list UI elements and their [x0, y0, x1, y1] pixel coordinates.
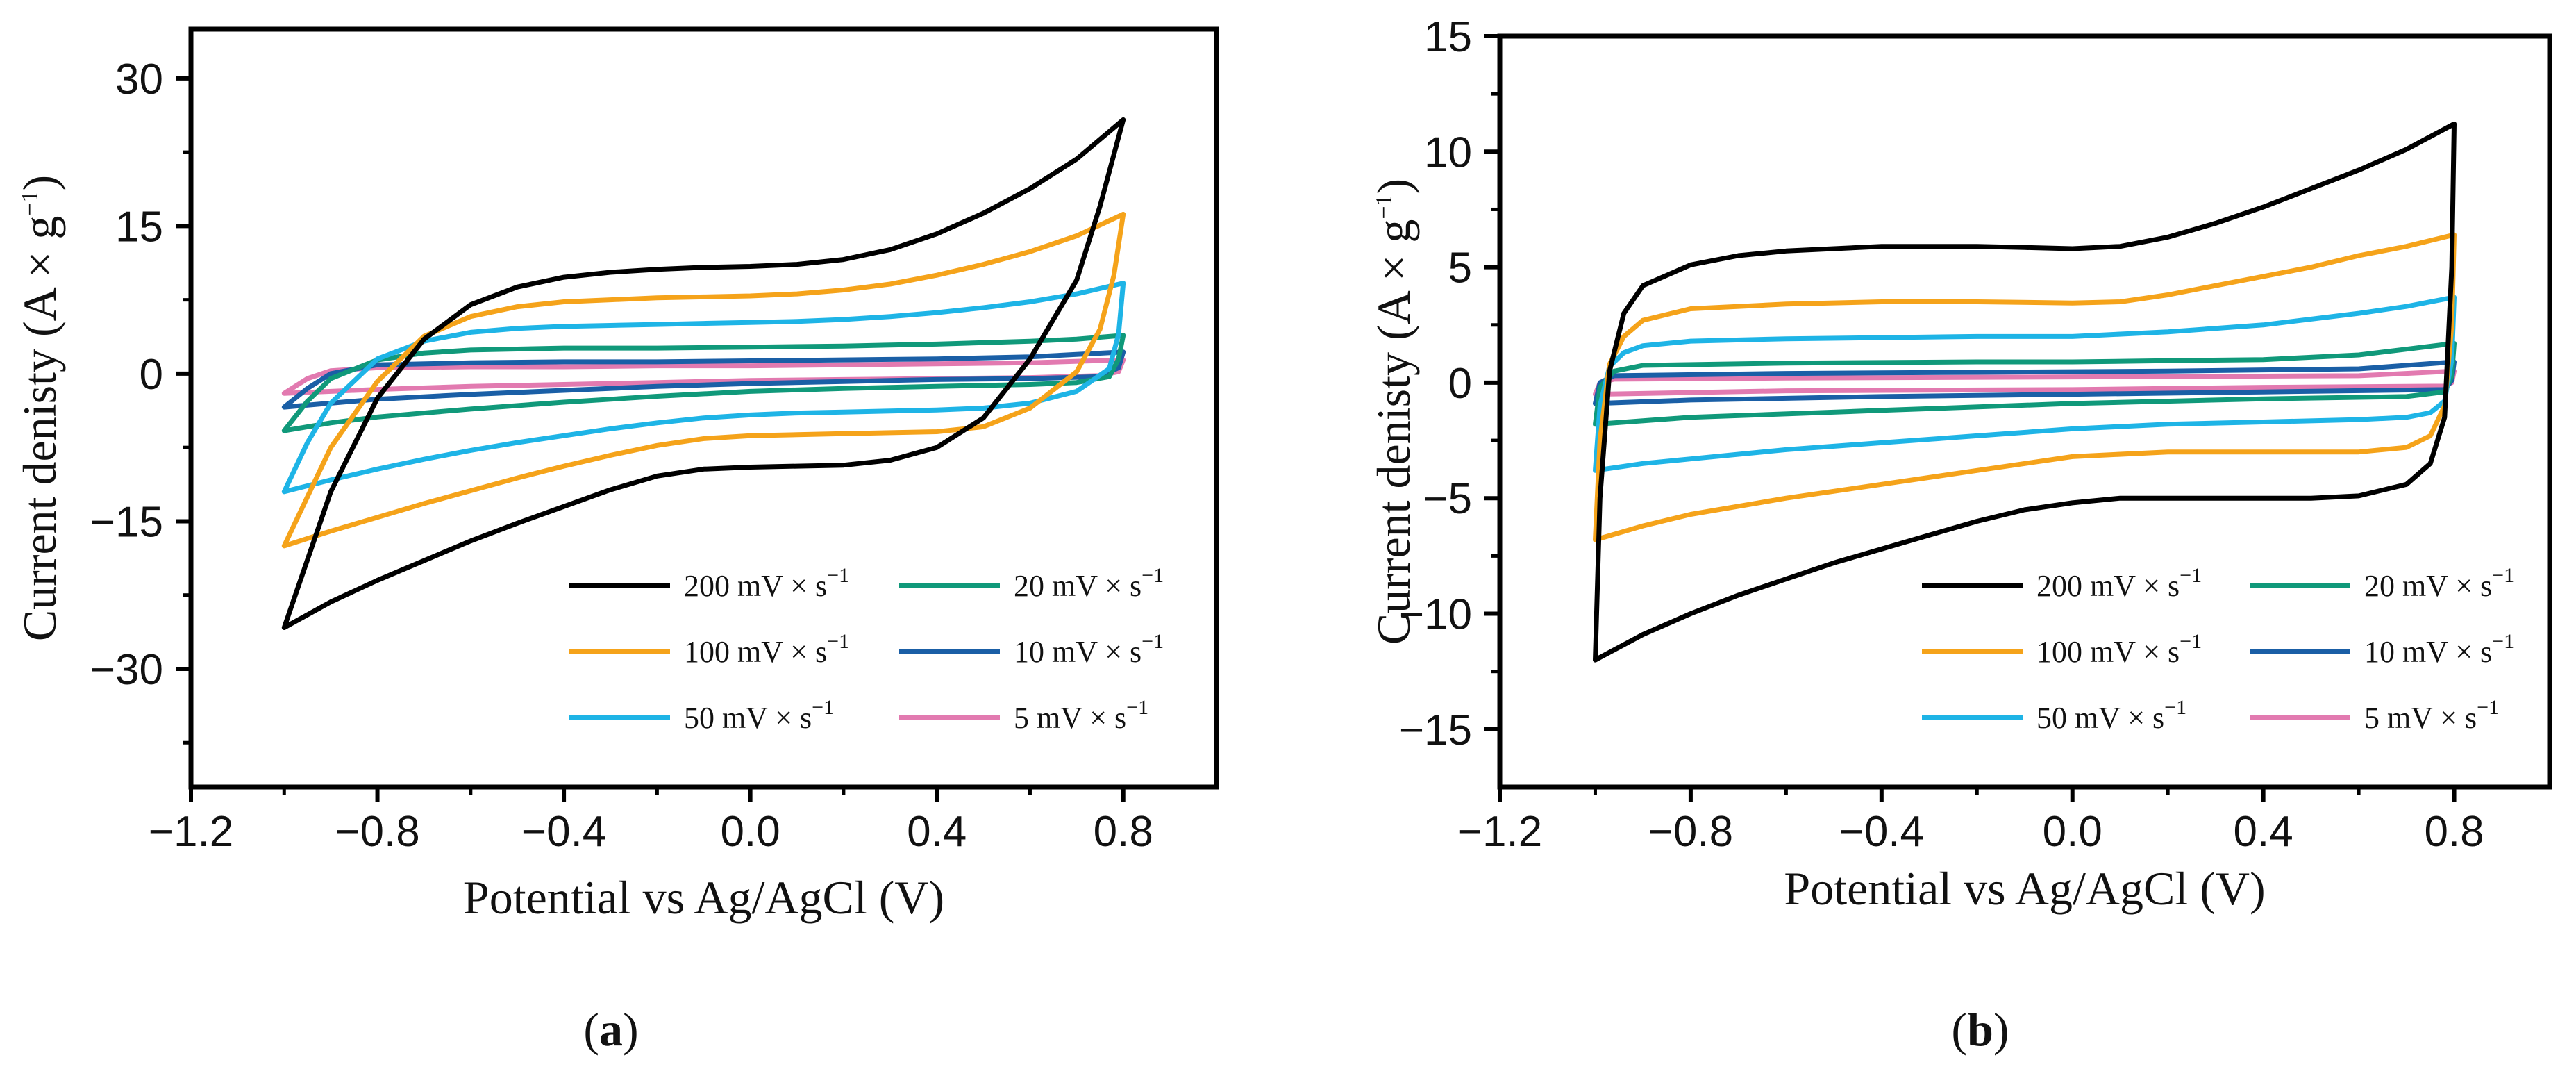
y-tick-label-a-1: 15	[115, 203, 163, 251]
x-tick-label-b-4: 0.4	[2234, 808, 2293, 856]
legend-label-b-3: 20 mV × s−1	[2364, 564, 2514, 603]
y-tick-label-b-6: −15	[1399, 706, 1472, 754]
panel-label-a: (a)	[583, 1003, 638, 1056]
plot-frame-b	[1497, 33, 2552, 790]
y-axis-title-close-a: )	[13, 175, 66, 191]
panel-b: −1.2 −0.8 −0.4 0.0 0.4 0.8 15 10 5 0 −5 −10 −15 200 …	[1367, 13, 2552, 1056]
panel-label-b: (b)	[1951, 1003, 2009, 1056]
cv-curve-b-0	[1593, 121, 2457, 663]
cv-curves-b	[1593, 121, 2457, 663]
panel-label-letter-b: b	[1967, 1003, 1993, 1056]
legend-label-b-5: 5 mV × s−1	[2364, 696, 2499, 735]
cv-curves-a	[281, 117, 1126, 630]
x-tick-label-a-2: −0.4	[521, 808, 606, 856]
x-axis-title-a: Potential vs Ag/AgCl (V)	[463, 871, 944, 924]
legend-label-b-0: 200 mV × s−1	[2036, 564, 2202, 603]
cv-curve-b-2	[1593, 295, 2457, 473]
legend-label-a-5: 5 mV × s−1	[1014, 696, 1148, 735]
axis-ticks-b: −1.2 −0.8 −0.4 0.0 0.4 0.8 15 10 5 0 −5 −10 −15	[1399, 13, 2484, 856]
legend-b: 200 mV × s−1 100 mV × s−1 50 mV × s−1 20 mV…	[1922, 564, 2514, 735]
cv-curve-a-1	[281, 211, 1126, 549]
y-tick-label-a-4: −30	[90, 646, 163, 694]
cv-curve-a-3	[281, 333, 1126, 433]
y-tick-label-a-3: −15	[90, 498, 163, 546]
x-tick-label-b-0: −1.2	[1457, 808, 1542, 856]
y-axis-title-sup-a: −1	[17, 190, 43, 215]
y-tick-label-b-5: −10	[1399, 591, 1472, 639]
legend-label-a-3: 20 mV × s−1	[1014, 564, 1164, 603]
legend-label-a-2: 50 mV × s−1	[684, 696, 834, 735]
legend-a: 200 mV × s−1 100 mV × s−1 50 mV × s−1 20 mV…	[569, 564, 1164, 735]
x-tick-label-b-1: −0.8	[1648, 808, 1733, 856]
cv-curve-a-2	[281, 281, 1126, 495]
cv-curve-b-1	[1593, 232, 2457, 542]
y-tick-label-b-4: −5	[1423, 475, 1472, 523]
x-tick-label-a-1: −0.8	[335, 808, 419, 856]
plot-frame-a	[188, 26, 1219, 790]
x-tick-label-b-5: 0.8	[2424, 808, 2484, 856]
y-tick-label-b-1: 10	[1424, 129, 1472, 176]
y-axis-title-text-b: Current denisty (A × g	[1367, 219, 1420, 645]
cv-curve-a-4	[281, 349, 1126, 410]
x-tick-label-b-3: 0.0	[2043, 808, 2102, 856]
cv-curve-a-0	[281, 117, 1126, 630]
x-axis-title-b: Potential vs Ag/AgCl (V)	[1784, 862, 2265, 915]
y-axis-title-sup-b: −1	[1371, 194, 1397, 219]
legend-label-b-2: 50 mV × s−1	[2036, 696, 2186, 735]
panel-label-letter-a: a	[599, 1003, 623, 1056]
legend-label-b-1: 100 mV × s−1	[2036, 630, 2202, 669]
y-axis-title-close-b: )	[1367, 179, 1420, 194]
y-tick-label-a-2: 0	[140, 351, 163, 399]
x-tick-label-a-0: −1.2	[149, 808, 233, 856]
legend-label-a-1: 100 mV × s−1	[684, 630, 849, 669]
y-axis-title-b: Current denisty (A × g−1)	[1367, 179, 1420, 645]
x-tick-label-a-5: 0.8	[1094, 808, 1153, 856]
y-tick-label-b-3: 0	[1448, 360, 1472, 408]
y-tick-label-a-0: 30	[115, 56, 163, 103]
y-tick-label-b-0: 15	[1424, 13, 1472, 61]
cv-curve-b-3	[1593, 340, 2457, 427]
legend-label-a-0: 200 mV × s−1	[684, 564, 849, 603]
panel-a: −1.2 −0.8 −0.4 0.0 0.4 0.8 30 15 0 −15 −30 200 mV …	[13, 26, 1219, 1056]
legend-label-a-4: 10 mV × s−1	[1014, 630, 1164, 669]
axis-ticks-a: −1.2 −0.8 −0.4 0.0 0.4 0.8 30 15 0 −15 −30	[90, 56, 1153, 856]
y-axis-title-a: Current denisty (A × g−1)	[13, 175, 66, 641]
x-tick-label-a-3: 0.0	[721, 808, 780, 856]
y-tick-label-b-2: 5	[1448, 245, 1472, 292]
y-axis-title-text-a: Current denisty (A × g	[13, 216, 66, 642]
x-tick-label-b-2: −0.4	[1839, 808, 1924, 856]
legend-label-b-4: 10 mV × s−1	[2364, 630, 2514, 669]
x-tick-label-a-4: 0.4	[907, 808, 967, 856]
